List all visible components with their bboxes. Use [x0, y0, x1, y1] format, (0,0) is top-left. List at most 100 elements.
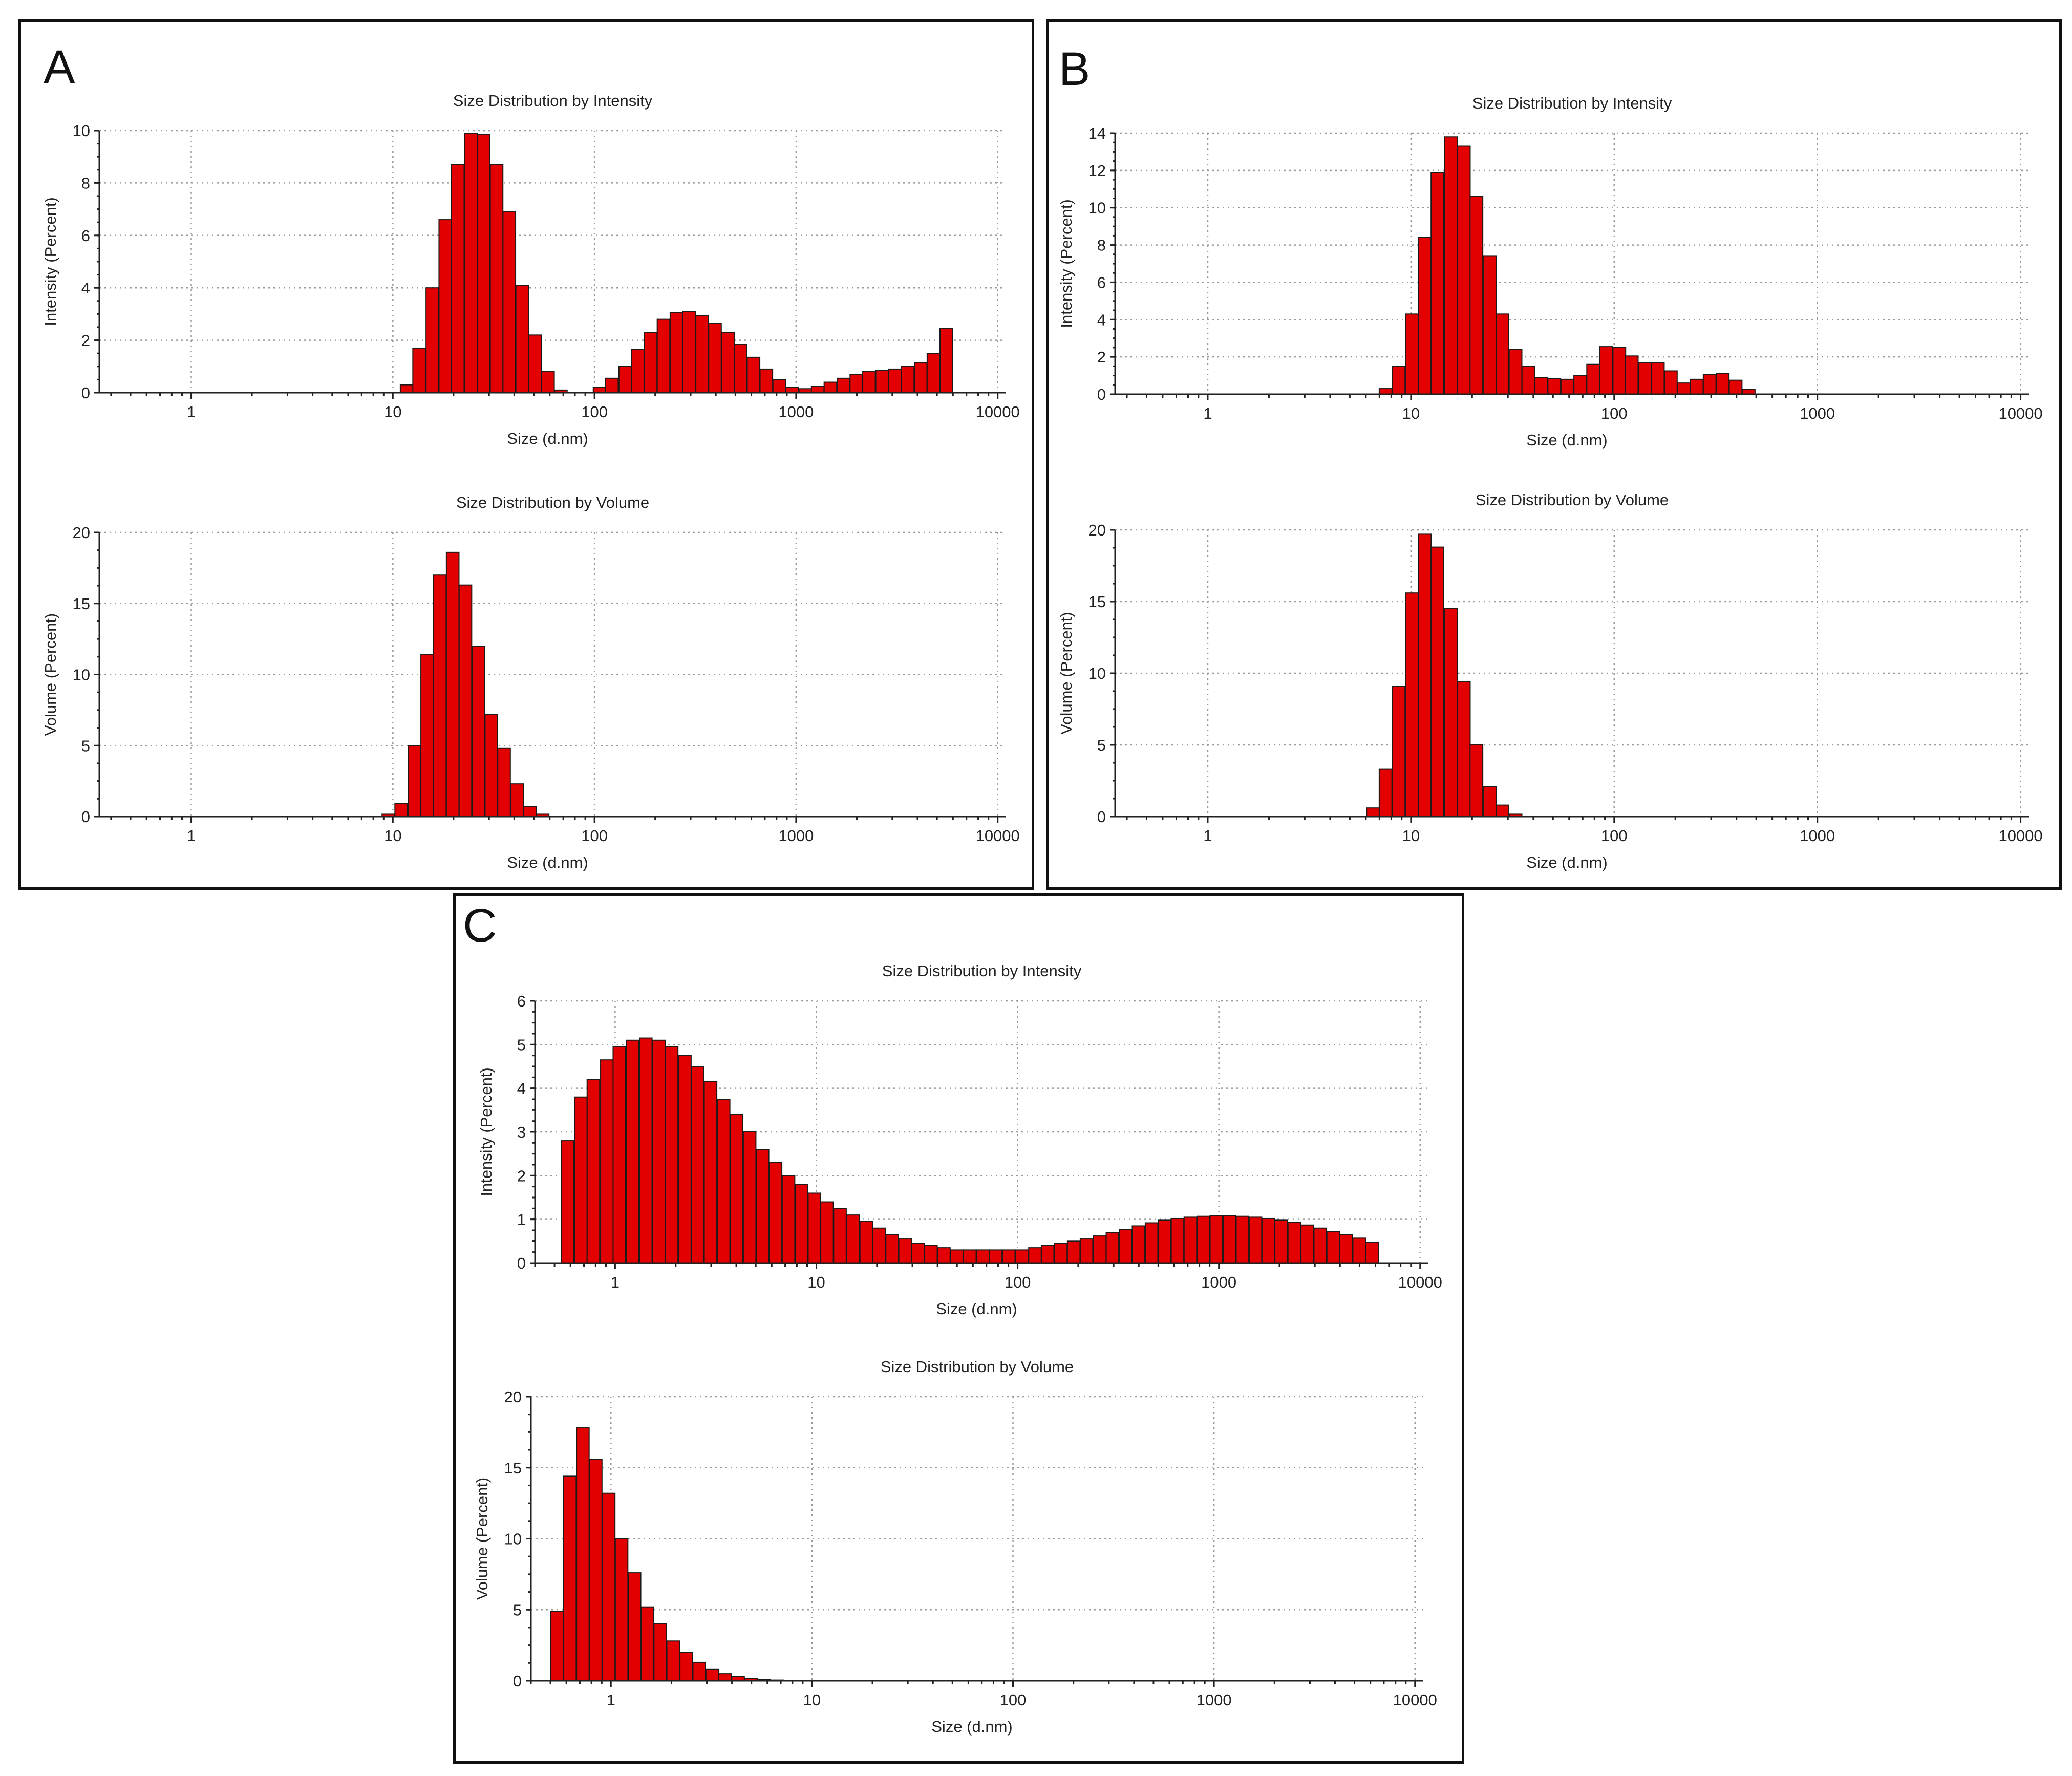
histogram-bar: [1326, 1231, 1340, 1264]
histogram-bar: [849, 374, 863, 393]
histogram-bar: [989, 1249, 1003, 1264]
y-tick-label: 2: [1097, 348, 1106, 366]
histogram-bar: [602, 1492, 616, 1681]
histogram-bar: [1015, 1249, 1029, 1264]
x-axis-label: Size (d.nm): [1526, 853, 1607, 871]
y-tick-label: 5: [1097, 736, 1106, 754]
x-axis-label: Size (d.nm): [1526, 431, 1607, 449]
histogram-bar: [477, 134, 490, 394]
histogram-bar: [586, 1079, 601, 1264]
panel-a: A: [18, 19, 1034, 890]
x-tick-label: 1000: [778, 827, 814, 845]
histogram-bar: [795, 1184, 808, 1264]
histogram-bar: [628, 1572, 642, 1681]
y-tick-label: 0: [81, 384, 90, 402]
histogram-bar: [656, 318, 671, 394]
y-axis-label: Intensity (Percent): [41, 197, 59, 326]
histogram-bar: [911, 1243, 925, 1264]
histogram-bar: [1405, 313, 1419, 395]
histogram-bar: [692, 1661, 707, 1681]
histogram-bar: [717, 1099, 731, 1264]
histogram-bar: [810, 386, 825, 394]
y-axis-label: Intensity (Percent): [477, 1067, 495, 1196]
x-tick-label: 10000: [1393, 1691, 1437, 1709]
chart-b-volume: Size Distribution by Volume 0 5 10 15 20 1 10 10…: [1057, 491, 2043, 871]
x-tick-label: 1000: [1197, 1691, 1232, 1709]
histogram-bar: [472, 646, 485, 817]
chart-c-volume: Size Distribution by Volume 0 5 10 15 20 1 10 10…: [473, 1358, 1437, 1736]
y-tick-label: 0: [513, 1672, 522, 1690]
histogram-bar: [926, 353, 941, 394]
y-axis-label: Volume (Percent): [1057, 612, 1075, 735]
chart-title: Size Distribution by Intensity: [1472, 94, 1672, 112]
histogram-bar: [785, 387, 799, 394]
histogram-bar: [679, 1652, 693, 1681]
x-tick-label: 1000: [1201, 1273, 1236, 1291]
x-axis-label: Size (d.nm): [507, 430, 588, 447]
histogram-bar: [1365, 1242, 1379, 1264]
histogram-bar: [678, 1055, 692, 1264]
histogram-bar: [1483, 786, 1497, 818]
histogram-bar: [963, 1249, 977, 1264]
histogram-bar: [703, 1081, 718, 1264]
histogram-bar: [523, 806, 537, 818]
histogram-bar: [612, 1046, 627, 1264]
chart-title: Size Distribution by Volume: [1476, 491, 1669, 509]
y-tick-label: 8: [1097, 237, 1106, 254]
x-tick-label: 10000: [1398, 1273, 1442, 1291]
histogram-bar: [408, 745, 421, 817]
histogram-bar: [1105, 1232, 1120, 1264]
histogram-bar: [875, 370, 889, 393]
histogram-bar: [1158, 1219, 1171, 1264]
histogram-bar: [510, 783, 524, 817]
histogram-bar: [399, 384, 414, 394]
histogram-bar: [872, 1227, 886, 1264]
histogram-bar: [1197, 1215, 1210, 1264]
histogram-bar: [937, 1247, 951, 1264]
y-tick-label: 10: [73, 666, 90, 684]
histogram-bar: [1119, 1229, 1133, 1264]
y-tick-label: 4: [81, 279, 90, 297]
histogram-bar: [1457, 145, 1471, 395]
histogram-bar: [772, 379, 786, 394]
histogram-bar: [497, 747, 511, 817]
chart-title: Size Distribution by Volume: [881, 1358, 1074, 1376]
y-tick-label: 10: [504, 1530, 522, 1548]
histogram-bar: [1248, 1216, 1263, 1264]
x-tick-label: 10000: [1998, 404, 2042, 422]
histogram-bar: [638, 1037, 653, 1264]
histogram-bar: [1690, 378, 1704, 395]
x-axis-label: Size (d.nm): [931, 1718, 1012, 1736]
histogram-bar: [1457, 681, 1471, 817]
y-tick-label: 10: [1088, 199, 1106, 217]
histogram-bar: [420, 654, 434, 817]
histogram-bar: [464, 133, 478, 394]
histogram-bar: [1444, 136, 1458, 395]
histogram-bar: [541, 371, 555, 393]
x-tick-label: 100: [1005, 1273, 1031, 1291]
histogram-bar: [1483, 255, 1497, 395]
histogram-bar: [563, 1475, 577, 1681]
y-tick-label: 6: [1097, 273, 1106, 291]
histogram-bar: [898, 1238, 912, 1264]
y-tick-label: 20: [73, 524, 90, 542]
x-tick-label: 1: [611, 1273, 620, 1291]
histogram-bar: [1444, 608, 1458, 817]
x-tick-label: 10000: [976, 403, 1020, 421]
histogram-bar: [1521, 366, 1535, 395]
histogram-bar: [433, 574, 447, 817]
histogram-bar: [1625, 355, 1639, 395]
panel-b: B: [1046, 19, 2062, 890]
chart-title: Size Distribution by Intensity: [453, 92, 653, 110]
x-tick-label: 10: [1402, 404, 1420, 422]
histogram-bar: [1418, 237, 1432, 395]
histogram-bar: [768, 1162, 783, 1264]
histogram-bar: [1209, 1215, 1224, 1264]
histogram-bar: [1144, 1222, 1159, 1264]
histogram-bar: [600, 1059, 614, 1264]
x-tick-label: 1000: [1800, 827, 1835, 845]
histogram-bar: [781, 1175, 796, 1264]
y-tick-label: 20: [504, 1388, 522, 1406]
histogram-bar: [682, 311, 696, 393]
